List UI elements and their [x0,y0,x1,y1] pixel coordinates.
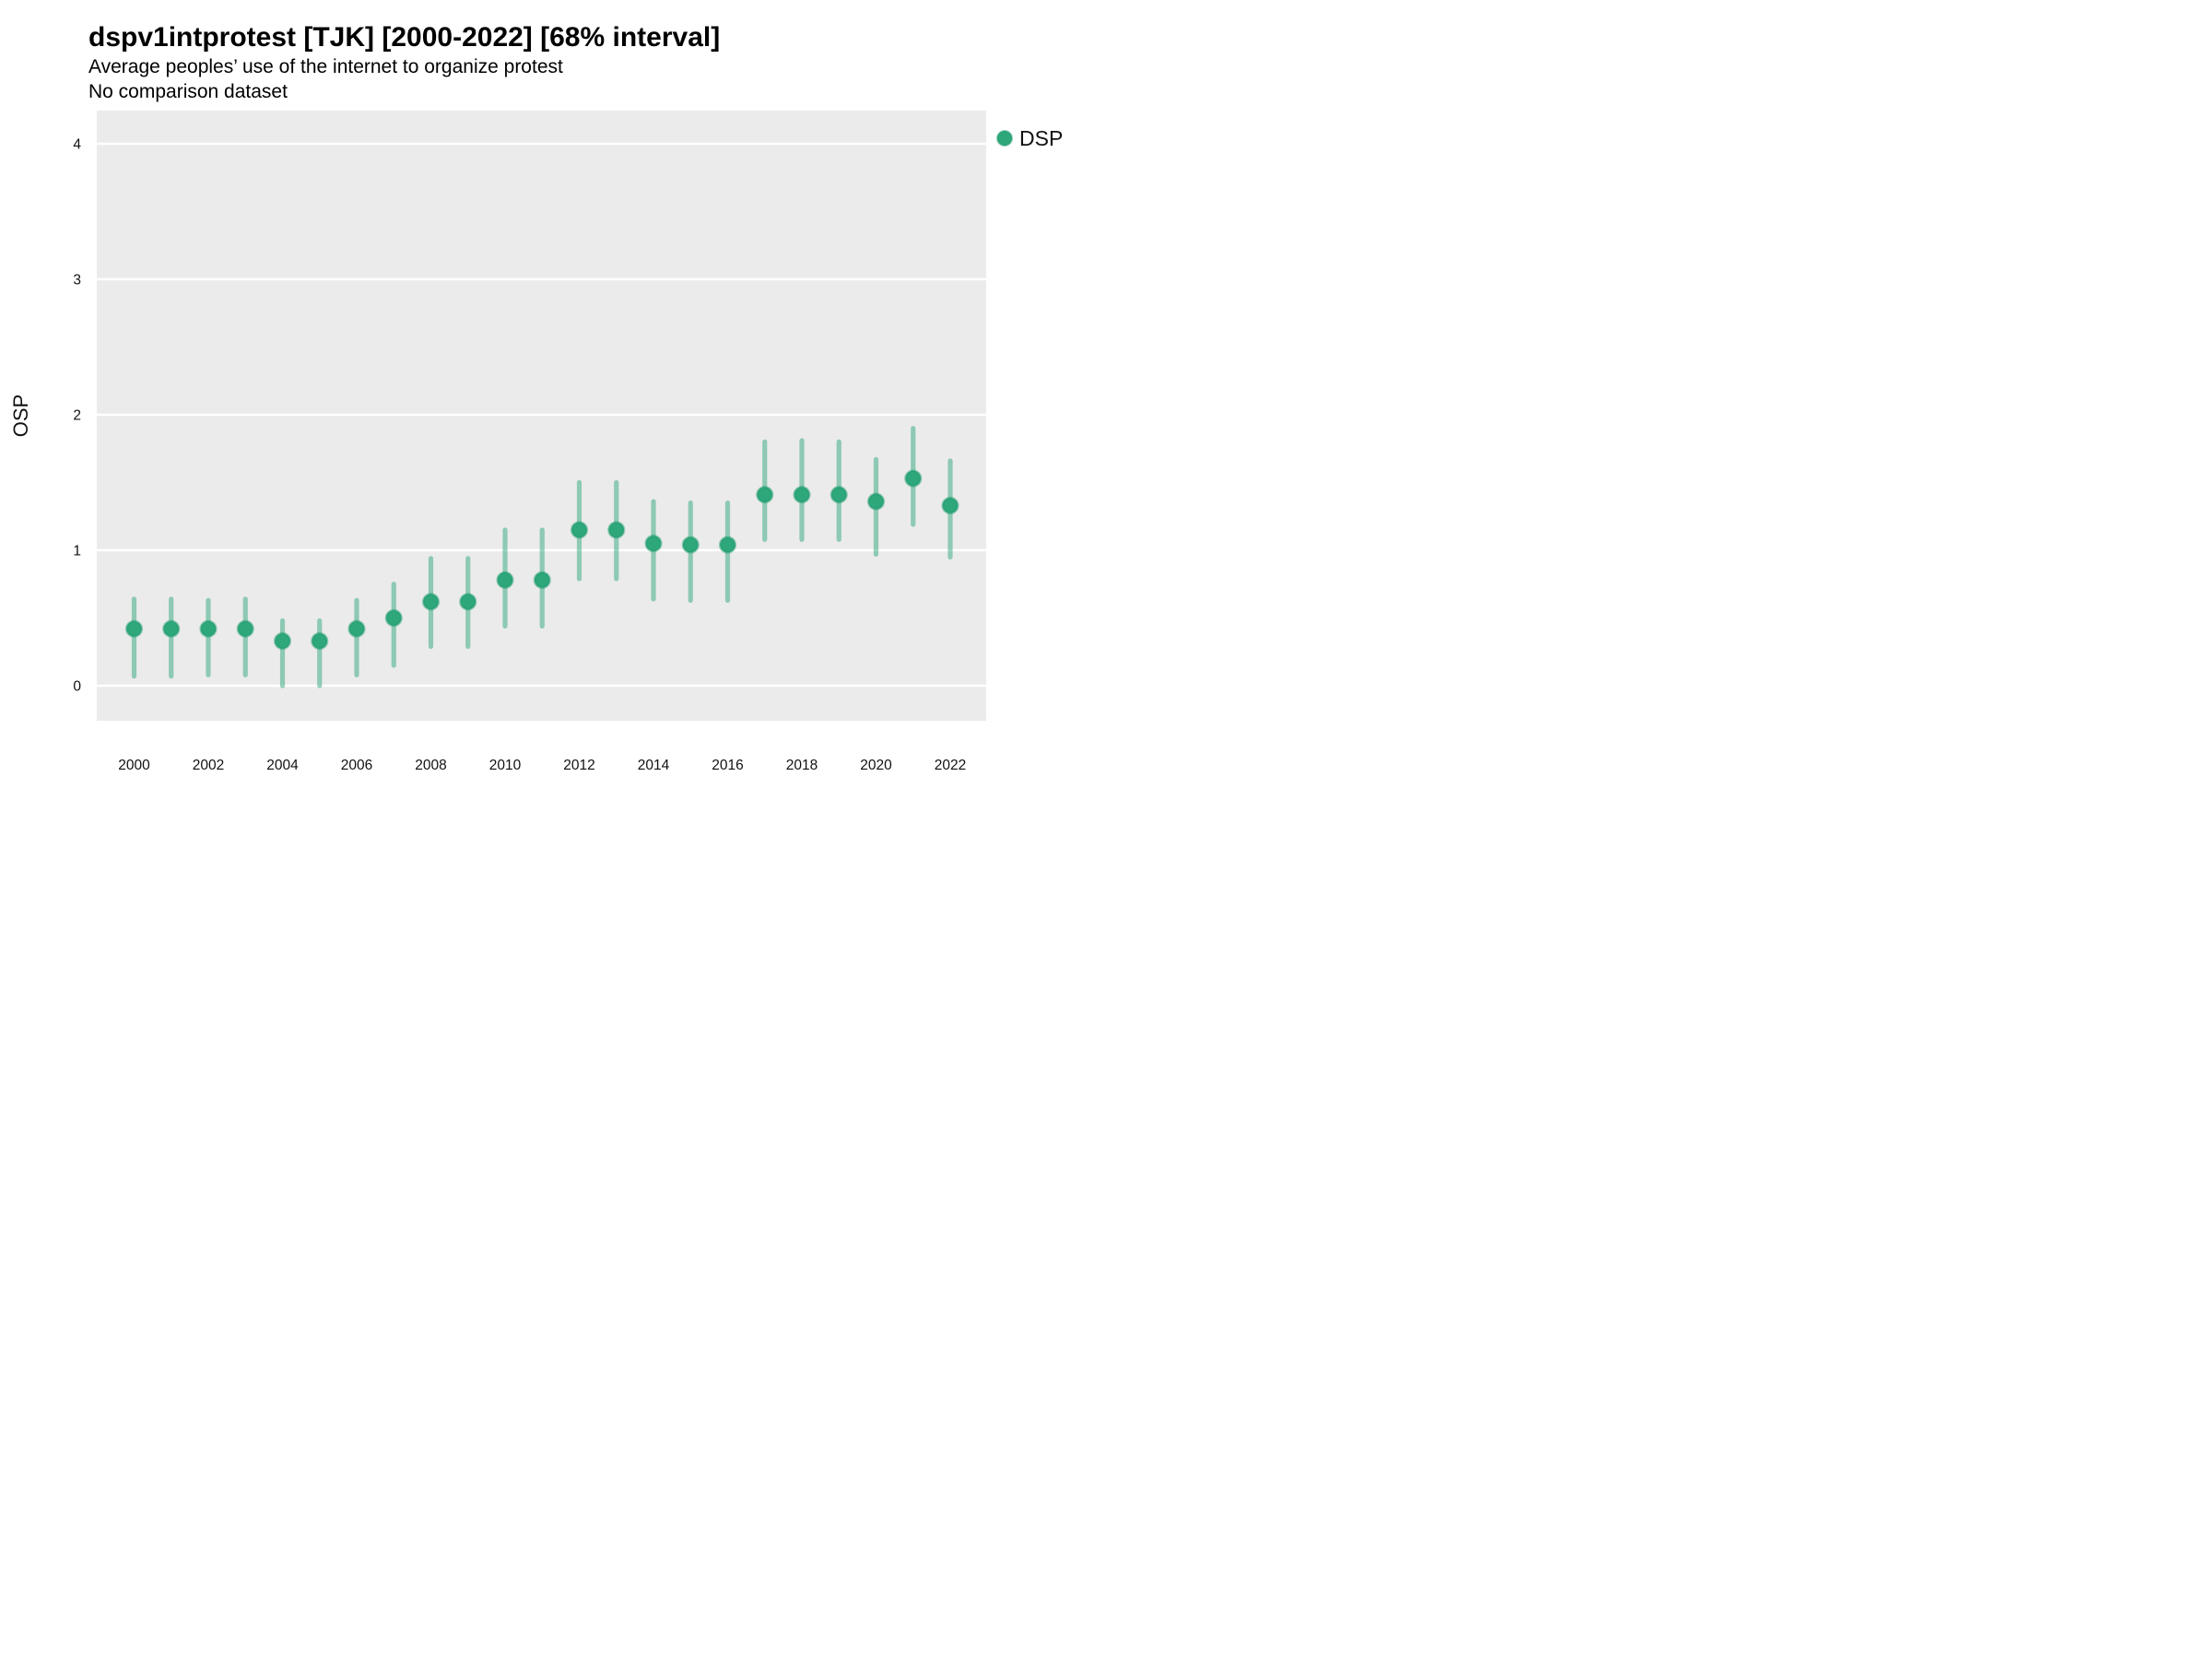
data-point-2009 [459,593,477,611]
y-tick-label-4: 4 [73,137,81,153]
series-dsp [124,426,959,688]
data-point-2015 [681,535,700,554]
x-tick-label-2022: 2022 [935,758,966,773]
legend-marker-icon [996,130,1013,147]
gridlines [97,142,986,688]
y-tick-label-1: 1 [73,544,81,559]
legend-label: DSP [1019,126,1063,150]
data-point-2021 [904,469,923,488]
data-point-2017 [756,486,774,504]
data-point-2011 [533,571,551,589]
x-tick-label-2000: 2000 [118,758,150,773]
chart-page: dspv1intprotest [TJK] [2000-2022] [68% i… [0,0,1106,830]
data-point-2001 [162,619,181,638]
x-tick-label-2002: 2002 [193,758,224,773]
y-axis-tick-labels: 0 1 2 3 4 [73,137,81,695]
x-tick-label-2010: 2010 [489,758,522,773]
x-tick-label-2008: 2008 [415,758,446,773]
data-point-2018 [793,486,811,504]
data-point-2003 [236,619,254,638]
chart-comparison-note: No comparison dataset [88,81,288,102]
data-point-2022 [941,496,959,515]
x-tick-label-2016: 2016 [712,758,743,773]
data-point-2013 [607,521,626,539]
x-tick-label-2012: 2012 [563,758,594,773]
chart-title: dspv1intprotest [TJK] [2000-2022] [68% i… [88,22,721,53]
data-point-2020 [866,492,886,511]
data-point-2019 [830,486,848,504]
x-tick-label-2020: 2020 [860,758,892,773]
x-axis-tick-labels: 2000 2002 2004 2006 2008 2010 2012 2014 2016 2018… [118,758,966,773]
chart-subtitle: Average peoples’ use of the internet to … [88,56,563,77]
data-point-2016 [718,535,737,554]
x-tick-label-2006: 2006 [341,758,372,773]
x-tick-label-2018: 2018 [786,758,818,773]
data-point-2005 [311,631,329,651]
data-point-2006 [347,619,366,638]
y-tick-label-2: 2 [73,408,81,424]
y-tick-label-0: 0 [73,679,81,695]
data-point-2004 [273,631,292,651]
data-point-2014 [644,535,663,553]
y-tick-label-3: 3 [73,273,81,288]
data-point-2007 [384,608,403,628]
x-tick-label-2014: 2014 [638,758,670,773]
data-point-2012 [570,521,589,539]
data-point-2000 [124,619,144,638]
x-tick-label-2004: 2004 [266,758,299,773]
data-point-2008 [421,593,441,611]
data-point-2002 [199,619,218,638]
data-point-2010 [496,571,514,589]
legend: DSP [996,126,1063,150]
y-axis-title: OSP [9,394,32,437]
